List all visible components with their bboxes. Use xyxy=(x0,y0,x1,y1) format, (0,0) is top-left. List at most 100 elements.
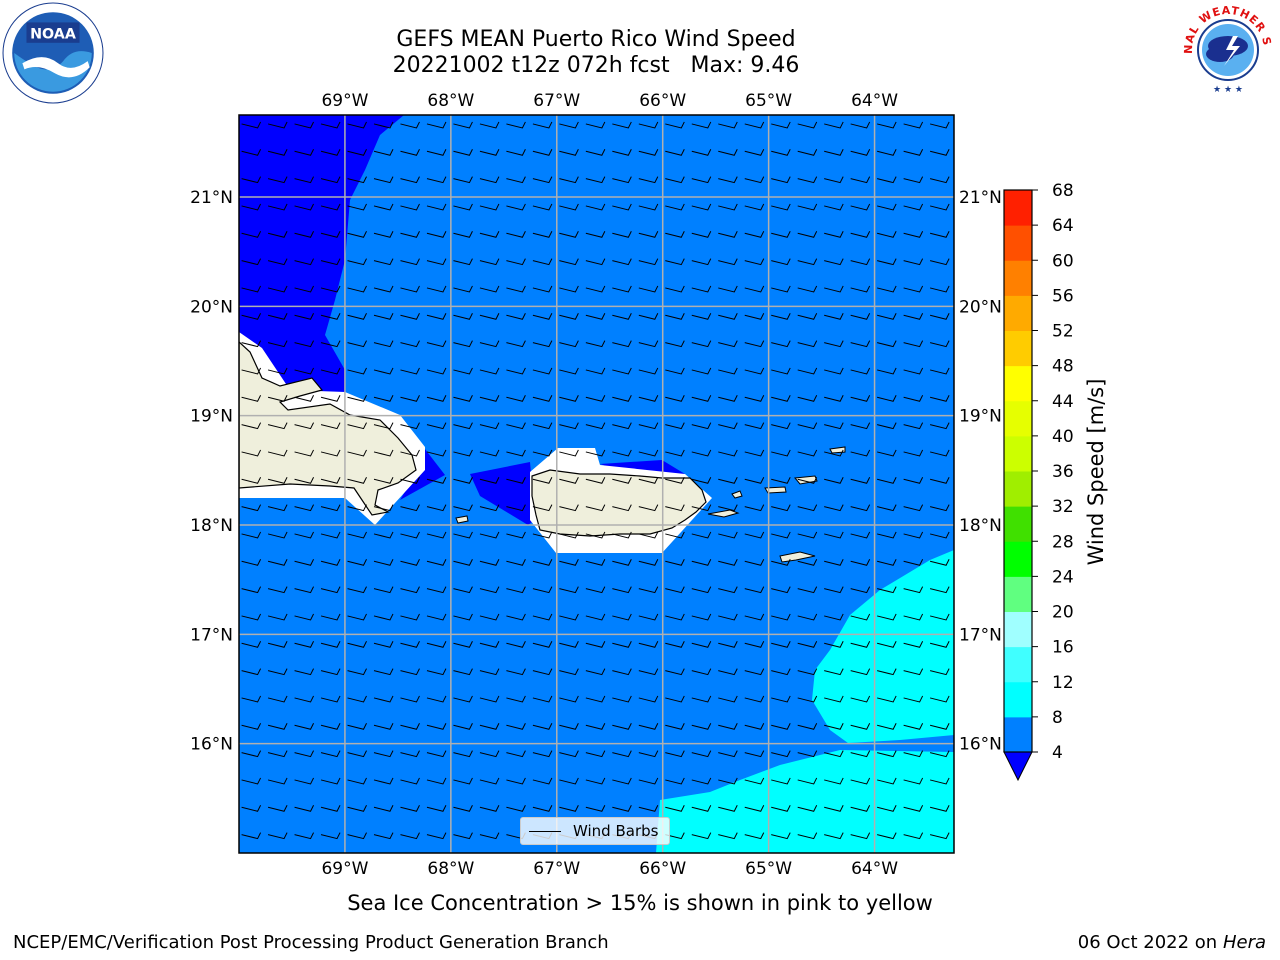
wind-barb xyxy=(373,641,394,648)
wind-barb xyxy=(267,695,288,703)
wind-barb xyxy=(400,176,420,184)
wind-barb xyxy=(532,422,553,430)
wind-barb xyxy=(903,203,924,211)
wind-barb xyxy=(400,149,420,156)
wind-barb xyxy=(850,313,871,320)
wind-barb xyxy=(267,258,288,266)
wind-barb xyxy=(479,367,500,375)
wind-barb xyxy=(479,504,500,512)
lat-tick-label-left: 21°N xyxy=(190,188,233,208)
wind-barb xyxy=(453,750,473,758)
colorbar-tick-label: 68 xyxy=(1052,181,1074,201)
wind-barb xyxy=(267,477,288,484)
wind-barb xyxy=(877,750,897,758)
wind-barb xyxy=(506,613,526,621)
wind-barb xyxy=(506,805,526,812)
wind-barb xyxy=(903,121,924,129)
wind-barb xyxy=(877,668,897,676)
wind-barb xyxy=(771,805,791,812)
wind-barb xyxy=(426,586,447,594)
colorbar-tick-label: 48 xyxy=(1052,357,1074,377)
wind-barb xyxy=(506,449,526,457)
wind-barb xyxy=(241,777,262,785)
wind-barb xyxy=(691,723,712,730)
wind-barb xyxy=(453,176,473,184)
lat-tick-label-left: 18°N xyxy=(190,516,233,536)
wind-barb xyxy=(267,504,288,512)
wind-barb xyxy=(294,504,315,512)
wind-barb xyxy=(294,203,315,211)
wind-barb xyxy=(479,395,500,402)
wind-barb xyxy=(797,750,818,758)
wind-barb xyxy=(559,559,579,566)
lat-tick-label-right: 16°N xyxy=(959,735,1002,755)
wind-barb xyxy=(294,723,315,730)
wind-barb xyxy=(320,613,341,621)
wind-barb xyxy=(320,477,341,484)
wind-barb xyxy=(426,695,447,703)
wind-barb xyxy=(506,422,526,430)
wind-barb xyxy=(506,586,526,594)
wind-barb xyxy=(241,832,262,840)
wind-barb xyxy=(532,805,553,812)
wind-barb xyxy=(559,449,579,457)
wind-barb xyxy=(797,531,818,539)
wind-barb xyxy=(612,723,632,730)
wind-barb xyxy=(506,340,526,348)
colorbar-tick-label: 40 xyxy=(1052,427,1074,447)
wind-barb xyxy=(294,559,315,566)
colorbar-segment xyxy=(1004,225,1032,261)
wind-barb xyxy=(585,504,606,512)
wind-barb xyxy=(929,203,950,211)
wind-barb xyxy=(532,695,553,703)
wind-barb xyxy=(267,641,288,648)
wind-barb xyxy=(453,231,473,238)
wind-barb xyxy=(585,258,606,266)
colorbar-segment xyxy=(1004,471,1032,507)
wind-barb xyxy=(559,750,579,758)
wind-barb xyxy=(744,504,765,512)
wind-barb xyxy=(320,531,341,539)
wind-barb xyxy=(877,313,897,320)
lat-tick-label-left: 20°N xyxy=(190,297,233,317)
wind-barb xyxy=(797,723,818,730)
wind-barb xyxy=(241,668,262,676)
wind-barb xyxy=(479,750,500,758)
wind-barb xyxy=(400,231,420,238)
wind-barb xyxy=(347,613,367,621)
wind-barb xyxy=(400,641,420,648)
wind-barb xyxy=(294,340,315,348)
wind-barb xyxy=(824,805,844,812)
wind-barb xyxy=(877,176,897,184)
wind-barb xyxy=(532,285,553,293)
wind-barb xyxy=(824,832,844,840)
wind-barb xyxy=(400,449,420,457)
wind-barb xyxy=(824,668,844,676)
wind-barb xyxy=(506,723,526,730)
colorbar-segment xyxy=(1004,190,1032,226)
wind-barb xyxy=(612,695,632,703)
wind-barb xyxy=(479,531,500,539)
wind-barb xyxy=(373,367,394,375)
wind-barb xyxy=(532,203,553,211)
axis-tick-labels: 69°W 69°W 68°W 68°W 67°W 67°W 66°W 66°W 65°W 65°W… xyxy=(190,91,1002,879)
wind-barb xyxy=(320,422,341,430)
wind-barb xyxy=(453,586,473,594)
wind-barb xyxy=(903,149,924,156)
wind-barb xyxy=(241,477,262,484)
wind-barb xyxy=(241,613,262,621)
colorbar-segment xyxy=(1004,611,1032,648)
wind-barb xyxy=(506,176,526,184)
wind-barb xyxy=(400,477,420,484)
wind-barb xyxy=(373,559,394,566)
wind-barb xyxy=(373,149,394,156)
wind-barb xyxy=(294,531,315,539)
wind-barb xyxy=(903,176,924,184)
wind-barb xyxy=(903,777,924,785)
wind-barb xyxy=(744,695,765,703)
wind-barb xyxy=(929,805,950,812)
wind-barb xyxy=(532,231,553,238)
wind-barb xyxy=(744,723,765,730)
wind-barb xyxy=(665,340,685,348)
wind-barb xyxy=(638,340,659,348)
